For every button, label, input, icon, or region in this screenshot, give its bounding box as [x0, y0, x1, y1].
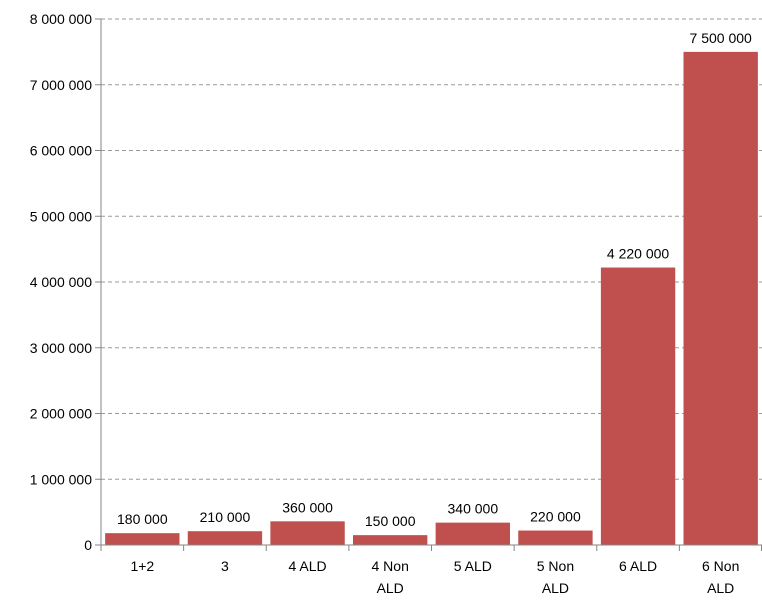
bar	[353, 535, 428, 545]
x-category-label: ALD	[377, 580, 404, 596]
bar	[105, 533, 180, 545]
bar	[187, 531, 263, 545]
x-category-label: 4 ALD	[288, 558, 326, 574]
bar	[270, 521, 345, 545]
y-tick-label: 6 000 000	[30, 143, 92, 159]
data-label: 150 000	[365, 513, 416, 529]
x-category-label: 3	[221, 558, 229, 574]
data-label: 360 000	[282, 499, 333, 515]
data-label: 210 000	[200, 509, 251, 525]
data-label: 4 220 000	[607, 246, 669, 262]
y-tick-label: 8 000 000	[30, 11, 92, 27]
x-category-label: ALD	[707, 580, 734, 596]
x-category-label: 6 ALD	[619, 558, 657, 574]
bar	[600, 267, 676, 545]
data-labels: 180 000 210 000 360 000 150 000 340 000 220 0…	[117, 30, 752, 529]
bar	[518, 530, 593, 545]
x-category-label: 5 ALD	[454, 558, 492, 574]
data-label: 180 000	[117, 511, 168, 527]
data-label: 340 000	[448, 501, 499, 517]
bars	[105, 51, 758, 545]
y-tick-label: 5 000 000	[30, 208, 92, 224]
y-tick-label: 1 000 000	[30, 471, 92, 487]
bar	[683, 51, 758, 545]
bar	[435, 522, 510, 545]
y-tick-label: 4 000 000	[30, 274, 92, 290]
x-category-label: 6 Non	[702, 558, 739, 574]
data-label: 220 000	[530, 509, 581, 525]
y-tick-label: 0	[84, 537, 92, 553]
x-category-label: ALD	[542, 580, 569, 596]
x-category-label: 4 Non	[372, 558, 409, 574]
x-category-label: 5 Non	[537, 558, 574, 574]
gridlines	[101, 18, 762, 480]
data-label: 7 500 000	[690, 30, 752, 46]
y-tick-label: 7 000 000	[30, 77, 92, 93]
x-category-labels: 1+2 3 4 ALD 4 Non ALD 5 ALD 5 Non ALD 6 ALD 6 Non…	[130, 558, 739, 596]
axes	[95, 18, 762, 551]
y-tick-label: 3 000 000	[30, 340, 92, 356]
y-tick-label: 2 000 000	[30, 406, 92, 422]
y-tick-labels: 0 1 000 000 2 000 000 3 000 000 4 000 000 5 0…	[30, 11, 93, 553]
x-category-label: 1+2	[130, 558, 154, 574]
